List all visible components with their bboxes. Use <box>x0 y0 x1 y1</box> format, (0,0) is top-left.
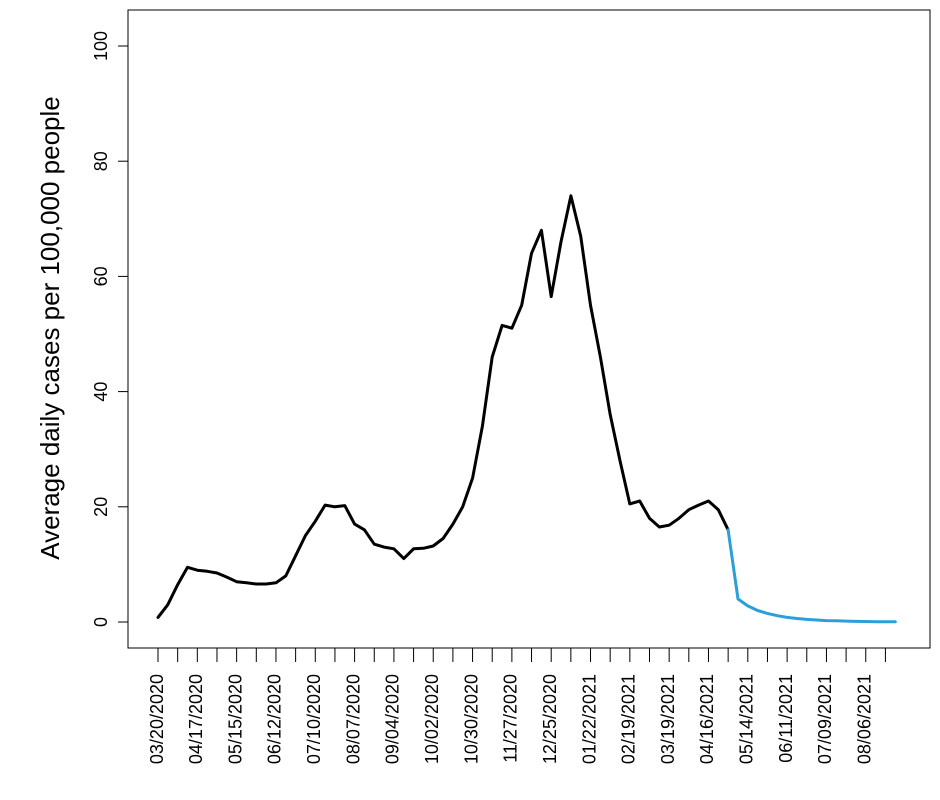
y-tick-label: 40 <box>91 382 111 402</box>
x-tick-label: 08/07/2020 <box>343 674 363 764</box>
y-tick-label: 60 <box>91 266 111 286</box>
y-tick-label: 0 <box>91 617 111 627</box>
x-tick-label: 06/11/2021 <box>776 674 796 763</box>
x-tick-label: 10/30/2020 <box>461 674 481 764</box>
x-tick-label: 06/12/2020 <box>265 674 285 764</box>
x-tick-label: 10/02/2020 <box>422 674 442 764</box>
x-tick-label: 09/04/2020 <box>383 674 403 764</box>
y-tick-label: 80 <box>91 151 111 171</box>
data-line <box>156 194 730 619</box>
x-tick-label: 03/19/2021 <box>658 674 678 764</box>
y-tick-label: 20 <box>91 497 111 517</box>
plot-box <box>127 9 931 649</box>
y-axis-label: Average daily cases per 100,000 people <box>35 96 65 560</box>
x-tick-label: 05/14/2021 <box>737 674 757 764</box>
x-tick-label: 02/19/2021 <box>619 674 639 764</box>
x-tick-label: 08/06/2021 <box>855 674 875 764</box>
data-line <box>726 528 897 624</box>
x-tick-label: 05/15/2020 <box>225 674 245 764</box>
y-tick-label: 100 <box>91 31 111 61</box>
x-tick-label: 04/16/2021 <box>697 674 717 764</box>
x-tick-label: 01/22/2021 <box>579 674 599 764</box>
x-tick-label: 03/20/2020 <box>147 674 167 764</box>
x-tick-label: 07/09/2021 <box>815 674 835 764</box>
x-tick-label: 12/25/2020 <box>540 674 560 764</box>
x-tick-label: 07/10/2020 <box>304 674 324 764</box>
x-tick-label: 11/27/2020 <box>501 674 521 763</box>
x-tick-label: 04/17/2020 <box>186 674 206 764</box>
